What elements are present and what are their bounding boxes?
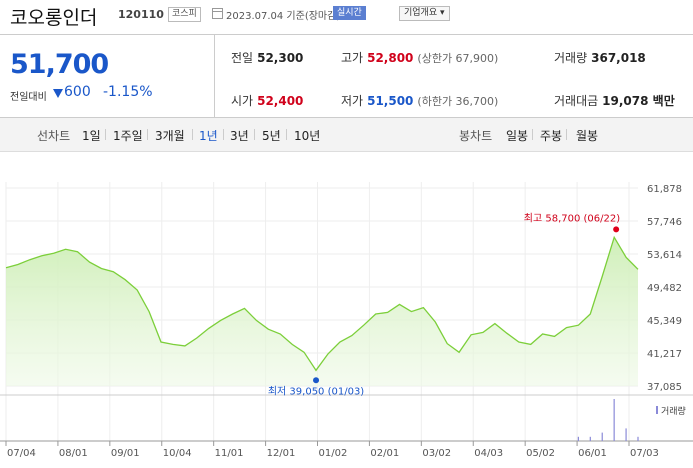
change-percent: -1.15% [103,84,153,100]
tab-divider [192,129,193,140]
prev-close-value: 52,300 [257,51,304,65]
volume-label: 거래량 [554,51,588,65]
prev-close: 전일 52,300 [231,49,303,66]
price-chart[interactable]: 61,878 57,746 53,614 49,482 45,349 41,217 37,0… [0,156,693,468]
x-tick-label: 10/04 [163,448,192,459]
tab-3m[interactable]: 3개월 [155,129,185,143]
price-area-fill [6,237,638,386]
volume-bar [601,432,603,441]
change-value: 600 [64,84,91,100]
volume-value: 367,018 [591,51,646,65]
volume-bar [589,436,591,441]
current-price: 51,700 [10,49,109,80]
stock-code: 120110 [118,8,164,21]
x-tick-label: 01/02 [319,448,348,459]
x-tick-label: 12/01 [267,448,296,459]
volume-legend-label: 거래량 [661,405,686,417]
volume-legend-swatch [656,406,658,414]
down-triangle-icon [53,89,63,98]
tab-1y[interactable]: 1년 [199,129,218,143]
open-value: 52,400 [257,94,304,108]
tab-divider [105,129,106,140]
chart-period-tabs: 선차트 1일 1주일 3개월 1년 3년 5년 10년 봉차트 일봉 주봉 월봉 [0,118,693,152]
x-tick-label: 02/01 [370,448,399,459]
volume-bar [613,399,615,441]
y-tick-label: 49,482 [647,283,682,294]
y-tick-label: 57,746 [647,217,682,228]
price-summary: 51,700 전일대비 600 -1.15% 전일 52,300 고가 52,800… [0,34,693,118]
lower-limit: (하한가 36,700) [417,95,499,108]
min-annotation: 최저 39,050 (01/03) [268,385,364,397]
upper-limit: (상한가 67,900) [417,52,499,65]
x-tick-label: 05/02 [526,448,555,459]
calendar-icon [212,8,223,19]
tab-divider [286,129,287,140]
tab-divider [532,129,533,140]
x-tick-label: 09/01 [111,448,140,459]
quote-date: 2023.07.04 기준(장마감) [226,11,341,22]
x-tick-label: 07/03 [630,448,659,459]
open-price: 시가 52,400 [231,92,303,109]
volume-bar [577,436,579,441]
x-tick-label: 04/03 [474,448,503,459]
y-tick-label: 37,085 [647,382,682,393]
y-tick-label: 41,217 [647,349,682,360]
tab-1w[interactable]: 1주일 [113,129,143,143]
volume-bar [637,436,639,441]
tab-1d[interactable]: 1일 [82,129,101,143]
low-price: 저가 51,500 (하한가 36,700) [341,92,498,109]
trade-amount: 거래대금 19,078 백만 [554,92,675,109]
y-tick-label: 61,878 [647,184,682,195]
price-series-line [5,235,639,372]
high-value: 52,800 [367,51,414,65]
amount-value: 19,078 백만 [602,94,675,108]
company-overview-dropdown[interactable]: 기업개요 ▾ [399,6,450,21]
tab-3y[interactable]: 3년 [230,129,249,143]
open-label: 시가 [231,94,254,108]
realtime-button[interactable]: 실시간 [333,6,366,20]
x-tick-label: 11/01 [215,448,244,459]
high-label: 고가 [341,51,364,65]
amount-label: 거래대금 [554,94,599,108]
stock-name: 코오롱인더 [10,7,98,29]
y-tick-label: 45,349 [647,316,682,327]
tab-divider [254,129,255,140]
change-label: 전일대비 [10,92,47,103]
tab-divider [566,129,567,140]
low-label: 저가 [341,94,364,108]
max-marker [613,226,620,233]
tab-monthly[interactable]: 월봉 [576,129,599,143]
divider [214,35,215,117]
tab-divider [147,129,148,140]
x-tick-label: 03/02 [422,448,451,459]
line-chart-label: 선차트 [37,129,71,143]
min-marker [313,377,320,384]
x-tick-label: 06/01 [578,448,607,459]
tab-10y[interactable]: 10년 [294,129,321,143]
x-tick-label: 08/01 [59,448,88,459]
volume-bar [625,428,627,441]
tab-5y[interactable]: 5년 [262,129,281,143]
candle-chart-label: 봉차트 [459,129,493,143]
tab-daily[interactable]: 일봉 [506,129,529,143]
market-badge: 코스피 [168,7,201,22]
low-value: 51,500 [367,94,414,108]
max-annotation: 최고 58,700 (06/22) [524,212,620,224]
x-tick-label: 07/04 [7,448,36,459]
volume: 거래량 367,018 [554,49,646,66]
high-price: 고가 52,800 (상한가 67,900) [341,49,498,66]
y-tick-label: 53,614 [647,250,682,261]
tab-weekly[interactable]: 주봉 [540,129,563,143]
tab-divider [223,129,224,140]
prev-close-label: 전일 [231,51,254,65]
stock-header: 코오롱인더 120110 코스피 2023.07.04 기준(장마감) 실시간 … [0,0,693,30]
